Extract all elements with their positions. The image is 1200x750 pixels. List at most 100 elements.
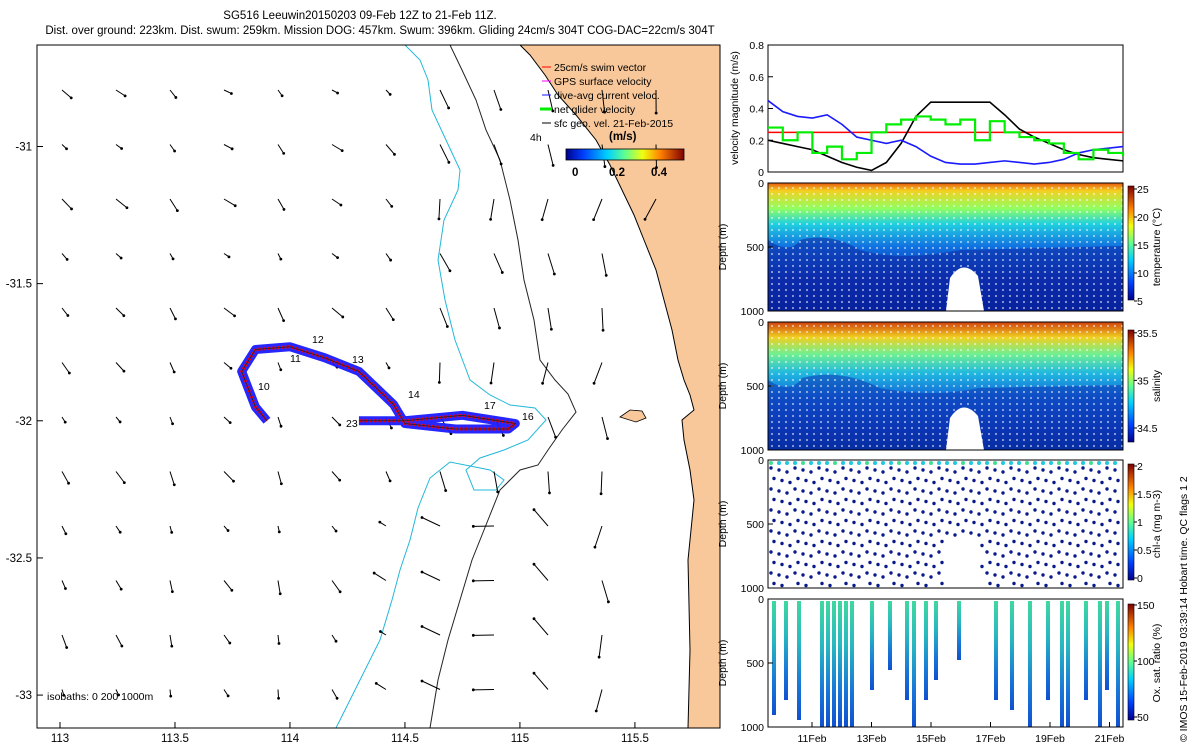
chla-dot-157 (868, 518, 872, 523)
chla-dot-415 (1044, 520, 1048, 525)
oxygen-profile-3 (820, 601, 824, 727)
chla-dot-292 (956, 522, 960, 527)
chla-dot-264 (929, 575, 933, 579)
vector-arrowhead-24 (70, 207, 73, 211)
chla-surface-dot-177 (873, 461, 877, 465)
chla-dot-196 (889, 529, 893, 533)
chla-dot-411 (1044, 478, 1048, 483)
vector-arrowhead-128 (277, 696, 280, 700)
section-0-ytick-label-2: 1000 (741, 306, 765, 318)
vector-arrowhead-64 (387, 366, 391, 370)
chla-dot-15 (777, 489, 781, 493)
section-3-cbar-ticklabel-1: 100 (1137, 656, 1155, 668)
chla-dot-393 (1025, 554, 1029, 558)
vector-arrow-1 (115, 89, 126, 97)
vector-arrow-101 (594, 525, 603, 548)
isobath-200m (335, 45, 547, 728)
chla-dot-306 (972, 499, 976, 504)
vector-arrowhead-83 (232, 479, 235, 483)
section-0-ylabel: Depth (m) (717, 224, 729, 271)
vector-arrowhead-6 (388, 92, 392, 96)
chla-dot-96 (828, 541, 832, 546)
chla-dot-465 (1073, 512, 1077, 516)
chla-surface-dot-346 (993, 461, 997, 465)
chla-dot-297 (961, 487, 965, 491)
chla-surface-dot-253 (921, 461, 925, 465)
chla-dot-531 (1116, 541, 1120, 546)
chla-dot-419 (1044, 562, 1048, 567)
oxygen-profile-7 (844, 601, 848, 727)
chla-dot-111 (836, 564, 840, 569)
section-1-ytick-label-0: 0 (758, 317, 764, 329)
vector-arrowhead-122 (532, 617, 536, 621)
chla-dot-474 (1084, 476, 1088, 481)
chla-dot-85 (820, 560, 824, 565)
vector-arrow-52 (331, 307, 344, 318)
chla-dot-512 (1108, 476, 1112, 481)
map-axis-ticks: 113 113.5 114 114.5 115 115.5 -31 -31.5 -32 -32.5… (6, 141, 649, 745)
rottnest-island (619, 409, 647, 423)
colorbar-tick-2: 0.4 (651, 167, 668, 179)
chla-dot-395 (1025, 575, 1029, 579)
vector-arrowhead-75 (390, 426, 393, 430)
chla-surface-dot-510 (1097, 461, 1101, 465)
vector-arrowhead-100 (532, 508, 536, 512)
section-1-ytick-label-2: 1000 (741, 445, 765, 457)
chla-dot-105 (836, 501, 840, 506)
chla-dot-255 (932, 480, 936, 485)
chla-dot-193 (892, 497, 896, 502)
map-xtick-label-4: 115 (511, 733, 529, 745)
oxygen-profile-22 (1084, 601, 1088, 700)
vector-arrow-85 (331, 471, 341, 481)
track-day-label-2: 12 (312, 334, 324, 346)
chla-dot-170 (876, 520, 880, 525)
vector-arrowhead-8 (499, 108, 503, 111)
vector-arrow-67 (542, 362, 549, 384)
chla-dot-71 (812, 543, 816, 548)
vector-arrowhead-131 (420, 679, 424, 683)
chla-dot-272 (937, 529, 941, 533)
chla-dot-454 (1065, 531, 1069, 535)
chla-dot-159 (868, 539, 872, 544)
chla-dot-69 (812, 522, 816, 527)
chla-dot-291 (953, 512, 957, 516)
chla-dot-156 (865, 508, 869, 512)
section-2-ytick-label-2: 1000 (741, 583, 765, 595)
chla-dot-220 (905, 512, 909, 516)
track-line (241, 346, 517, 430)
vector-arrowhead-52 (341, 315, 345, 319)
vector-arrow-134 (595, 689, 603, 712)
chla-surface-dot-139 (849, 461, 853, 465)
chla-dot-451 (1068, 499, 1072, 504)
section-0-cbar-ticklabel-1: 10 (1137, 268, 1149, 280)
chla-dot-430 (1052, 543, 1056, 548)
chla-dot-203 (897, 468, 901, 472)
vector-arrowhead-89 (548, 491, 551, 495)
chla-dot-32 (785, 533, 789, 537)
chla-surface-dot-523 (1105, 461, 1109, 465)
vector-arrowhead-12 (65, 147, 68, 151)
vector-arrow-111 (533, 563, 549, 581)
oxygen-profile-19 (1046, 601, 1050, 700)
chla-dot-438 (1060, 497, 1064, 502)
chla-dot-142 (857, 491, 861, 495)
chla-dot-231 (916, 497, 920, 502)
chla-dot-433 (1049, 575, 1053, 579)
chla-dot-527 (1116, 499, 1120, 504)
chla-dot-49 (796, 581, 800, 586)
vector-arrowhead-23 (655, 166, 658, 169)
chla-dot-295 (961, 466, 965, 470)
chla-dot-137 (849, 573, 853, 577)
vector-arrowhead-50 (233, 314, 236, 318)
chla-dot-258 (929, 512, 933, 516)
chla-dot-383 (1020, 583, 1024, 588)
map-xtick-label-3: 114.5 (391, 733, 419, 745)
chla-dot-129 (849, 489, 853, 493)
chla-surface-dot-536 (1113, 461, 1117, 465)
chla-surface-dot-75 (809, 461, 813, 465)
vector-arrowhead-62 (279, 368, 283, 372)
vector-arrow-31 (438, 198, 441, 219)
vector-arrowhead-37 (119, 256, 123, 260)
vector-arrow-105 (223, 580, 233, 591)
chla-dot-501 (1097, 491, 1101, 495)
